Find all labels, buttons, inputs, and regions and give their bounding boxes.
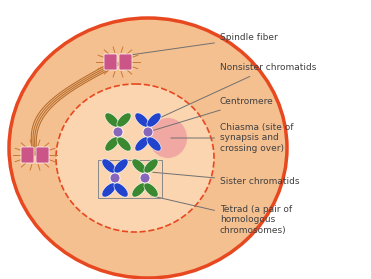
Ellipse shape (149, 118, 187, 158)
Ellipse shape (102, 159, 116, 173)
Ellipse shape (135, 113, 149, 127)
Ellipse shape (147, 113, 161, 127)
Ellipse shape (56, 84, 214, 232)
Ellipse shape (117, 113, 131, 127)
Ellipse shape (114, 159, 128, 173)
FancyBboxPatch shape (21, 147, 34, 163)
FancyBboxPatch shape (104, 54, 117, 70)
Circle shape (140, 173, 150, 183)
Ellipse shape (9, 18, 287, 278)
FancyBboxPatch shape (36, 147, 49, 163)
Text: Chiasma (site of
synapsis and
crossing over): Chiasma (site of synapsis and crossing o… (171, 123, 293, 153)
Ellipse shape (102, 183, 116, 197)
FancyBboxPatch shape (119, 54, 132, 70)
Text: Centromere: Centromere (151, 97, 274, 131)
Ellipse shape (135, 137, 149, 151)
Ellipse shape (117, 137, 131, 151)
Ellipse shape (132, 159, 146, 173)
Circle shape (143, 127, 153, 137)
Ellipse shape (144, 159, 158, 173)
Circle shape (110, 173, 120, 183)
Ellipse shape (147, 137, 161, 151)
Ellipse shape (144, 183, 158, 197)
Text: Nonsister chromatids: Nonsister chromatids (158, 64, 316, 119)
Ellipse shape (105, 137, 119, 151)
Text: Tetrad (a pair of
homologous
chromosomes): Tetrad (a pair of homologous chromosomes… (151, 196, 292, 235)
Ellipse shape (114, 183, 128, 197)
Ellipse shape (105, 113, 119, 127)
Text: Spindle fiber: Spindle fiber (133, 33, 278, 55)
Circle shape (113, 127, 123, 137)
Text: Sister chromatids: Sister chromatids (153, 172, 299, 186)
Ellipse shape (132, 183, 146, 197)
